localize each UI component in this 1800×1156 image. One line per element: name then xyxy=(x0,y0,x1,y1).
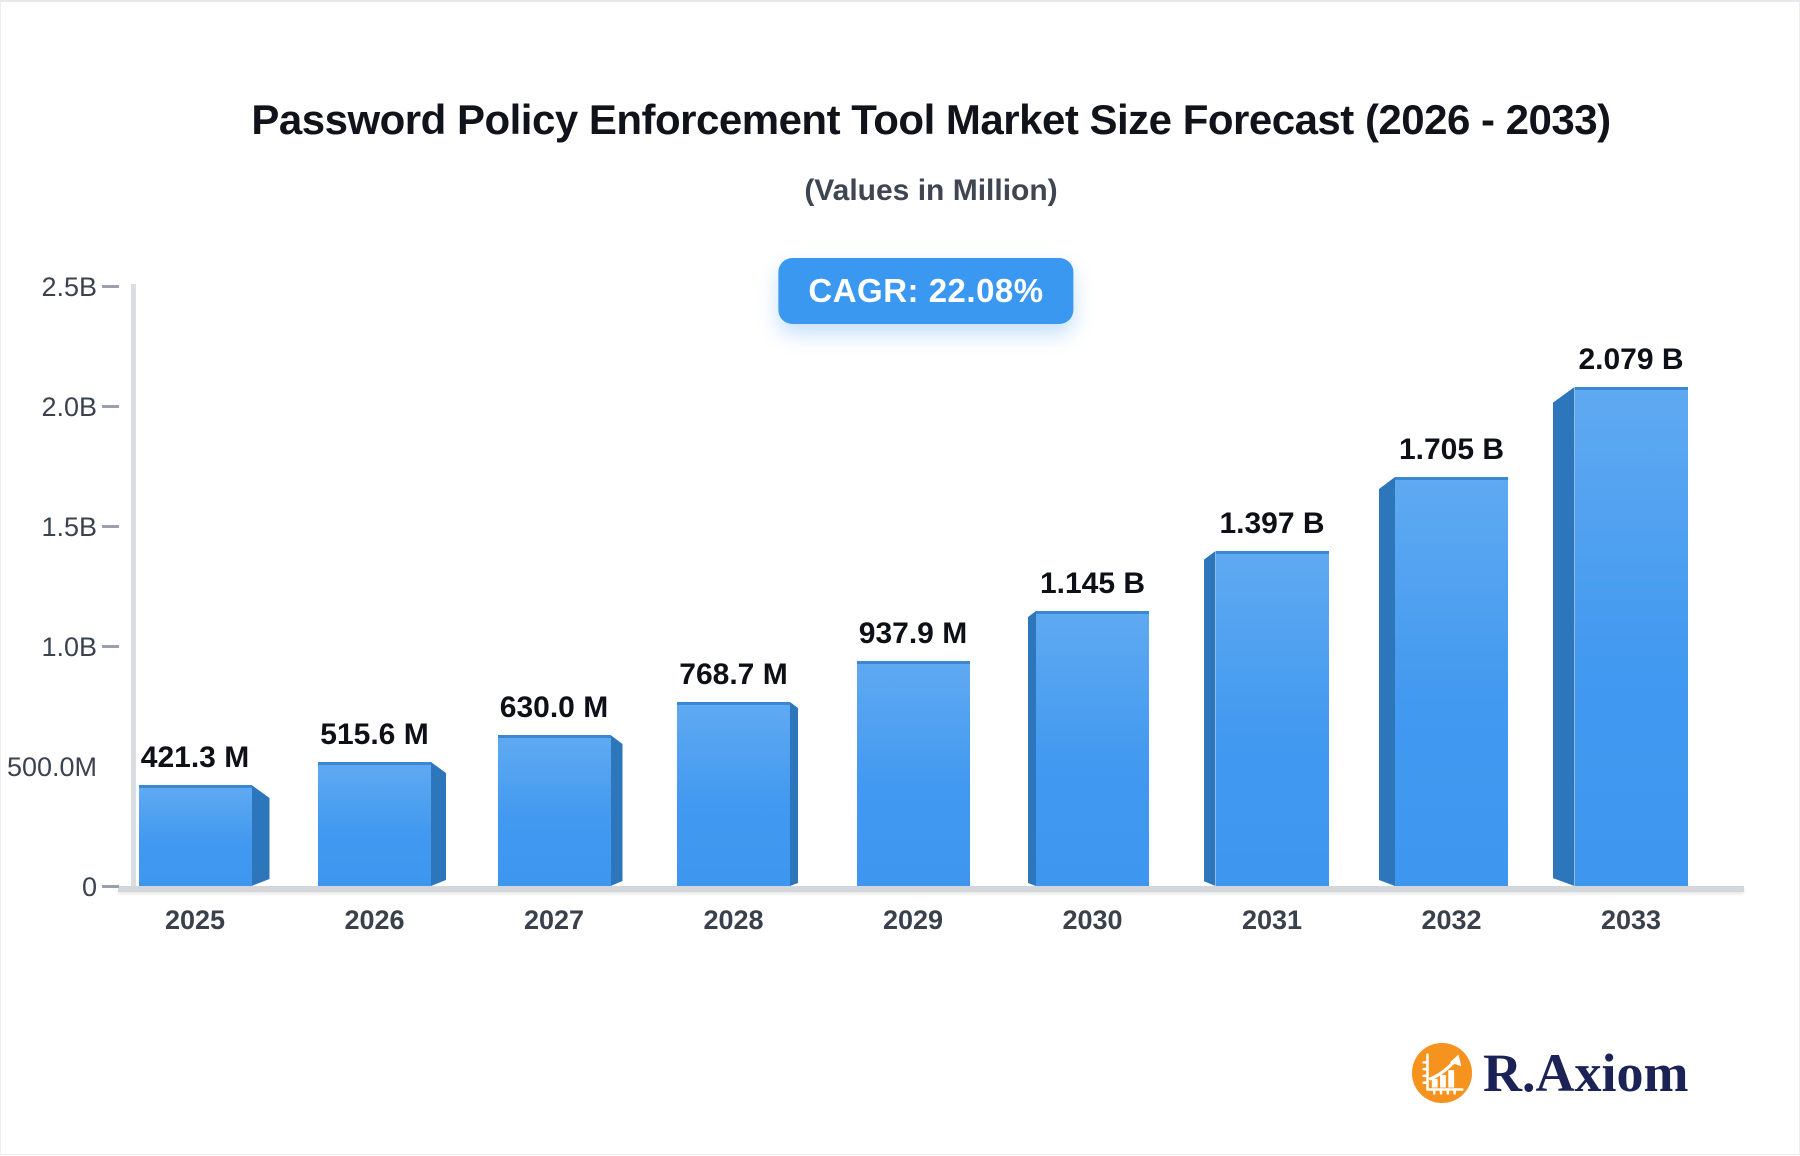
y-tick-mark xyxy=(102,645,119,648)
bar-2030 xyxy=(1028,611,1149,886)
y-tick-mark xyxy=(102,885,119,888)
x-axis-label: 2027 xyxy=(523,905,585,935)
bar-value-label: 421.3 M xyxy=(140,741,250,774)
bar-front-face xyxy=(138,785,252,886)
bar-value-label: 768.7 M xyxy=(679,658,788,691)
bar-2033 xyxy=(1553,387,1688,886)
y-tick-mark xyxy=(102,285,119,288)
logo-text: R.Axiom xyxy=(1483,1043,1689,1103)
bar-value-label: 2.079 B xyxy=(1578,343,1684,376)
bar-2026 xyxy=(318,762,446,886)
page-title: Password Policy Enforcement Tool Market … xyxy=(251,96,1611,143)
bar-side-face xyxy=(611,735,623,886)
y-tick-mark xyxy=(102,405,119,408)
y-tick-mark xyxy=(102,525,119,528)
bar-value-label: 1.397 B xyxy=(1219,507,1325,540)
x-axis-line xyxy=(118,886,1744,892)
bar-front-face xyxy=(856,661,970,886)
bar-chart-growth-icon xyxy=(1411,1042,1473,1104)
x-axis-label: 2031 xyxy=(1241,905,1303,935)
bar-2032 xyxy=(1379,477,1508,886)
bar-front-face xyxy=(1574,387,1688,886)
bar-front-face xyxy=(1036,611,1149,886)
x-axis-label: 2030 xyxy=(1062,905,1123,935)
bar-side-face xyxy=(1204,551,1216,886)
cagr-badge: CAGR: 22.08% xyxy=(778,258,1074,324)
bar-2025 xyxy=(138,785,270,886)
x-axis-label: 2028 xyxy=(703,905,764,935)
x-axis-label: 2025 xyxy=(164,905,226,935)
y-axis-line xyxy=(131,284,136,891)
bar-front-face xyxy=(318,762,431,886)
bar-2028 xyxy=(677,702,798,886)
bar-side-face xyxy=(1553,387,1575,886)
bar-front-face xyxy=(1395,477,1508,886)
bar-2031 xyxy=(1204,551,1329,886)
bar-side-face xyxy=(1379,477,1395,886)
x-axis-label: 2033 xyxy=(1600,905,1662,935)
x-axis-label: 2032 xyxy=(1421,905,1482,935)
bar-side-face xyxy=(431,762,446,886)
bar-front-face xyxy=(497,735,611,886)
bar-value-label: 1.705 B xyxy=(1398,433,1505,466)
bar-side-face xyxy=(790,702,798,886)
bar-2029 xyxy=(856,661,970,886)
bar-value-label: 1.145 B xyxy=(1039,567,1146,600)
y-tick-label: 500.0M xyxy=(6,752,97,782)
logo: R.Axiom xyxy=(1411,1042,1688,1104)
bar-value-label: 630.0 M xyxy=(499,691,609,724)
y-tick-label: 1.5B xyxy=(41,512,97,542)
x-axis-label: 2026 xyxy=(344,905,405,935)
bar-2027 xyxy=(497,735,623,886)
y-tick-label: 0 xyxy=(81,872,97,902)
bar-side-face xyxy=(252,785,270,886)
y-tick-label: 2.0B xyxy=(41,392,97,422)
y-tick-label: 2.5B xyxy=(41,272,97,302)
bar-front-face xyxy=(677,702,790,886)
bar-front-face xyxy=(1215,551,1329,886)
chart-subtitle: (Values in Million) xyxy=(804,174,1058,207)
x-axis-label: 2029 xyxy=(882,905,944,935)
y-tick-label: 1.0B xyxy=(41,632,97,662)
bar-value-label: 515.6 M xyxy=(320,718,429,751)
bar-side-face xyxy=(1028,611,1036,886)
bar-value-label: 937.9 M xyxy=(858,617,968,650)
